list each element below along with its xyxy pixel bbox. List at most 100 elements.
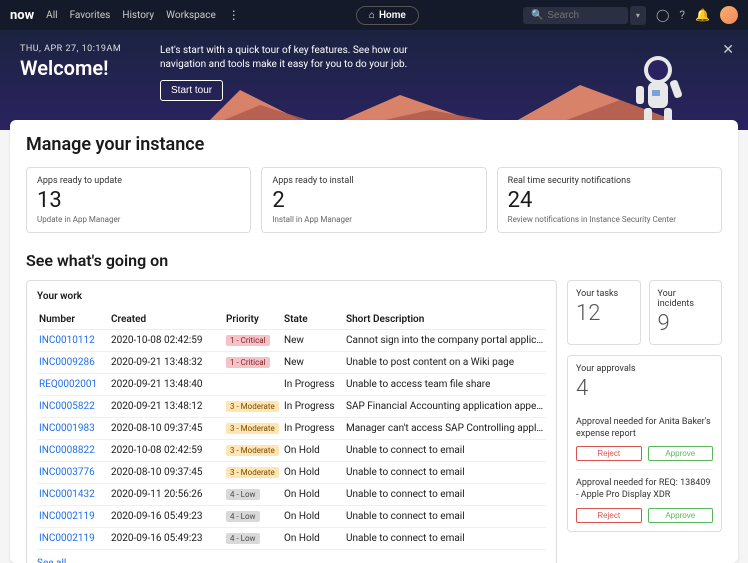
manage-card-1[interactable]: Apps ready to install2Install in App Man… xyxy=(261,167,486,233)
card-label: Real time security notifications xyxy=(508,176,711,186)
col-header[interactable]: Short Description xyxy=(344,310,546,330)
desc-cell: Unable to connect to email xyxy=(344,506,546,528)
bell-icon[interactable]: 🔔 xyxy=(695,8,710,22)
state-cell: New xyxy=(282,352,344,374)
card-label: Apps ready to update xyxy=(37,176,240,186)
close-icon[interactable]: ✕ xyxy=(722,42,734,58)
manage-card-0[interactable]: Apps ready to update13Update in App Mana… xyxy=(26,167,251,233)
chevron-down-icon: ▾ xyxy=(636,11,640,20)
col-header[interactable]: State xyxy=(282,310,344,330)
col-header[interactable]: Priority xyxy=(224,310,282,330)
your-work-panel: Your work NumberCreatedPriorityStateShor… xyxy=(26,280,557,563)
approval-item: Approval needed for Anita Baker's expens… xyxy=(576,409,713,461)
incident-link[interactable]: INC0009286 xyxy=(37,352,109,374)
table-row: INC00101122020-10-08 02:42:591 - Critica… xyxy=(37,330,546,352)
help-icon[interactable]: ? xyxy=(679,8,685,22)
state-cell: On Hold xyxy=(282,440,344,462)
desc-cell: Unable to access team file share xyxy=(344,374,546,396)
incident-link[interactable]: INC0010112 xyxy=(37,330,109,352)
side-column: Your tasks 12 Your incidents 9 Your appr… xyxy=(567,280,722,563)
chat-icon[interactable]: ◯ xyxy=(656,8,669,22)
reject-button[interactable]: Reject xyxy=(576,446,642,461)
incidents-num: 9 xyxy=(658,311,714,336)
card-label: Apps ready to install xyxy=(272,176,475,186)
created-cell: 2020-09-16 05:49:23 xyxy=(109,506,224,528)
manage-card-2[interactable]: Real time security notifications 24 Review… xyxy=(497,167,722,233)
priority-badge: 1 - Critical xyxy=(226,335,270,346)
nav-workspace[interactable]: Workspace xyxy=(166,10,216,21)
table-row: INC00037762020-08-10 09:37:453 - Moderat… xyxy=(37,462,546,484)
state-cell: On Hold xyxy=(282,506,344,528)
table-row: INC00088222020-10-08 02:42:593 - Moderat… xyxy=(37,440,546,462)
table-row: INC00092862020-09-21 13:48:321 - Critica… xyxy=(37,352,546,374)
state-cell: New xyxy=(282,330,344,352)
your-tasks-card[interactable]: Your tasks 12 xyxy=(567,280,641,345)
desc-cell: Cannot sign into the company portal appl… xyxy=(344,330,546,352)
approval-text: Approval needed for Anita Baker's expens… xyxy=(576,417,713,440)
col-header[interactable]: Created xyxy=(109,310,224,330)
your-incidents-card[interactable]: Your incidents 9 xyxy=(649,280,723,345)
state-cell: In Progress xyxy=(282,374,344,396)
card-sub: Review notifications in Instance Securit… xyxy=(508,215,711,224)
your-approvals-card: Your approvals 4 Approval needed for Ani… xyxy=(567,355,722,532)
priority-badge: 4 - Low xyxy=(226,511,260,522)
incident-link[interactable]: INC0001983 xyxy=(37,418,109,440)
home-label: Home xyxy=(379,10,406,21)
incident-link[interactable]: INC0008822 xyxy=(37,440,109,462)
incident-link[interactable]: INC0001432 xyxy=(37,484,109,506)
table-row: INC00019832020-08-10 09:37:453 - Moderat… xyxy=(37,418,546,440)
incident-link[interactable]: INC0002119 xyxy=(37,506,109,528)
search-input[interactable] xyxy=(547,10,617,21)
home-button[interactable]: ⌂ Home xyxy=(356,6,419,25)
approvals-num: 4 xyxy=(576,376,713,401)
incident-link[interactable]: INC0003776 xyxy=(37,462,109,484)
see-all-link[interactable]: See all → xyxy=(37,558,79,563)
search-dropdown[interactable]: ▾ xyxy=(630,6,646,25)
approve-button[interactable]: Approve xyxy=(648,508,714,523)
incident-link[interactable]: REQ0002001 xyxy=(37,374,109,396)
priority-cell: 3 - Moderate xyxy=(224,440,282,462)
state-cell: In Progress xyxy=(282,396,344,418)
priority-cell xyxy=(224,374,282,396)
top-bar: now All Favorites History Workspace ⋮ ⌂ … xyxy=(0,0,748,30)
col-header[interactable]: Number xyxy=(37,310,109,330)
created-cell: 2020-09-11 20:56:26 xyxy=(109,484,224,506)
desc-cell: Manager can't access SAP Controlling app… xyxy=(344,418,546,440)
incident-link[interactable]: INC0002119 xyxy=(37,528,109,550)
approvals-label: Your approvals xyxy=(576,364,713,374)
approval-text: Approval needed for REQ: 138409 - Apple … xyxy=(576,478,713,501)
desc-cell: Unable to connect to email xyxy=(344,462,546,484)
priority-cell: 3 - Moderate xyxy=(224,396,282,418)
hero-desc: Let's start with a quick tour of key fea… xyxy=(160,44,420,72)
search-box[interactable]: 🔍 xyxy=(523,7,628,24)
desc-cell: Unable to connect to email xyxy=(344,484,546,506)
tasks-label: Your tasks xyxy=(576,289,632,299)
card-num: 13 xyxy=(37,188,240,213)
state-cell: In Progress xyxy=(282,418,344,440)
created-cell: 2020-09-16 05:49:23 xyxy=(109,528,224,550)
priority-badge: 3 - Moderate xyxy=(226,423,279,434)
approve-button[interactable]: Approve xyxy=(648,446,714,461)
incident-link[interactable]: INC0005822 xyxy=(37,396,109,418)
priority-badge: 3 - Moderate xyxy=(226,445,279,456)
reject-button[interactable]: Reject xyxy=(576,508,642,523)
priority-cell: 1 - Critical xyxy=(224,352,282,374)
nav-history[interactable]: History xyxy=(122,10,154,21)
avatar[interactable] xyxy=(720,6,738,24)
desc-cell: Unable to connect to email xyxy=(344,528,546,550)
priority-cell: 4 - Low xyxy=(224,506,282,528)
state-cell: On Hold xyxy=(282,484,344,506)
approval-item: Approval needed for REQ: 138409 - Apple … xyxy=(576,469,713,522)
astronaut-illustration xyxy=(628,50,688,130)
nav-all[interactable]: All xyxy=(46,10,57,21)
nav-favorites[interactable]: Favorites xyxy=(70,10,111,21)
state-cell: On Hold xyxy=(282,528,344,550)
desc-cell: Unable to connect to email xyxy=(344,440,546,462)
more-icon[interactable]: ⋮ xyxy=(228,8,240,22)
table-row: REQ00020012020-09-21 13:48:40In Progress… xyxy=(37,374,546,396)
cards-row: Apps ready to update13Update in App Mana… xyxy=(26,167,722,233)
hero-banner: THU, APR 27, 10:19AM Welcome! Let's star… xyxy=(0,30,748,130)
card-num: 2 xyxy=(272,188,475,213)
incidents-label: Your incidents xyxy=(658,289,714,309)
card-num: 24 xyxy=(508,188,711,213)
